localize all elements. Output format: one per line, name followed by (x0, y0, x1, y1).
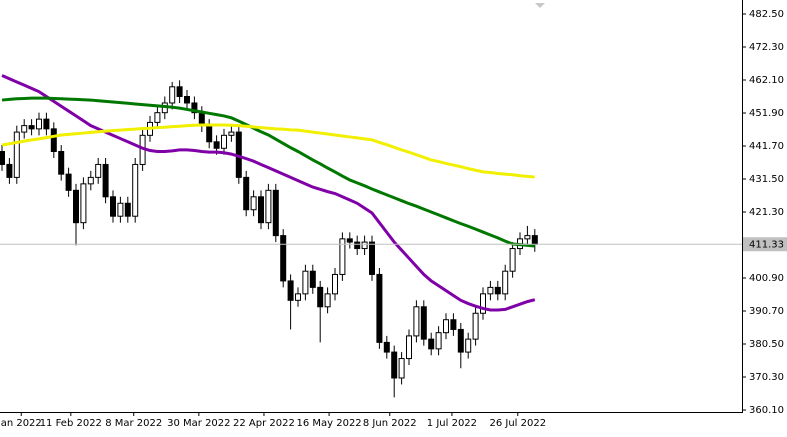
y-tick-label: 400.90 (749, 273, 784, 284)
candle-body (132, 163, 139, 217)
candle-body (332, 273, 338, 295)
y-tick-label: 390.70 (749, 306, 784, 317)
candle-body (502, 270, 509, 295)
candle-body (206, 125, 213, 143)
candle-body (21, 125, 28, 133)
candle-body (28, 125, 35, 130)
x-tick-label: 8 Jun 2022 (363, 418, 417, 429)
candle-body (176, 86, 183, 98)
candle-body (435, 332, 442, 350)
y-tick-label: 431.50 (749, 174, 784, 185)
candle-body (265, 189, 272, 224)
candle-body (117, 202, 124, 217)
candle-body (457, 328, 464, 353)
candle-body (110, 196, 116, 217)
candle-body (398, 358, 405, 379)
candle-body (295, 293, 301, 301)
candle-body (154, 112, 161, 123)
candle-body (280, 235, 287, 282)
candle-body (376, 273, 383, 343)
candle-body (383, 341, 390, 353)
candle-body (184, 96, 190, 104)
x-tick-label: 22 Apr 2022 (233, 418, 295, 429)
moving-average-line (1, 123, 535, 179)
x-tick-label: 8 Mar 2022 (105, 418, 162, 429)
x-tick-label: 30 Mar 2022 (167, 418, 230, 429)
moving-average-line (1, 74, 536, 312)
y-tick-label: 421.30 (749, 207, 784, 218)
candle-body (509, 248, 516, 272)
candle-body (361, 241, 368, 250)
candle-body (87, 176, 94, 185)
candle-body (191, 102, 198, 114)
candle-body (309, 270, 316, 288)
y-tick-label: 462.10 (749, 75, 784, 86)
candle-body (339, 238, 346, 275)
candle-body (524, 235, 531, 240)
candle-body (391, 351, 398, 379)
candle-body (406, 335, 412, 360)
candle-body (480, 293, 486, 314)
last-price-box (743, 237, 787, 252)
y-tick-label: 360.10 (749, 405, 784, 416)
candle-body (472, 312, 479, 340)
candle-body (0, 151, 5, 165)
candle-body (221, 134, 227, 149)
candle-body (6, 163, 13, 178)
candle-body (443, 319, 449, 334)
candle-body (531, 235, 538, 245)
y-tick-label: 482.50 (749, 9, 784, 20)
candle-body (102, 163, 109, 198)
candle-body (413, 306, 420, 337)
candle-body (487, 286, 494, 295)
y-tick-label: 380.50 (749, 339, 784, 350)
candle-body (465, 338, 472, 353)
x-tick-label: 11 Feb 2022 (40, 418, 102, 429)
candle-body (258, 196, 264, 224)
candle-body (213, 141, 220, 149)
y-tick-label: 451.90 (749, 108, 784, 119)
x-tick-label: an 2022 (1, 418, 42, 429)
candle-body (58, 151, 65, 175)
candle-body (317, 286, 324, 308)
shift-marker (535, 3, 545, 8)
candle-body (124, 202, 131, 217)
candle-body (95, 163, 102, 178)
y-tick-label: 370.30 (749, 372, 784, 383)
candle-body (369, 241, 375, 275)
x-tick-label: 1 Jul 2022 (427, 418, 477, 429)
candle-body (50, 128, 57, 153)
candle-body (302, 270, 309, 295)
candle-body (65, 173, 72, 191)
x-tick-label: 26 Jul 2022 (489, 418, 546, 429)
candle-body (250, 196, 257, 211)
candle-body (346, 238, 353, 243)
candle-body (36, 118, 42, 130)
last-price-label: 411.33 (749, 239, 784, 250)
candle-body (169, 86, 176, 104)
y-tick-label: 441.70 (749, 141, 784, 152)
candle-body (354, 241, 361, 250)
candle-body (80, 183, 87, 224)
y-tick-label: 472.30 (749, 42, 784, 53)
candle-body (43, 118, 50, 130)
candle-body (428, 338, 435, 350)
x-tick-label: 16 May 2022 (296, 418, 361, 429)
candle-body (13, 131, 20, 178)
candle-body (272, 189, 279, 237)
candle-body (324, 293, 331, 308)
candle-body (420, 306, 427, 340)
candle-body (73, 189, 79, 224)
candle-body (228, 131, 235, 136)
candle-body (287, 280, 294, 301)
candle-body (450, 319, 457, 330)
moving-average-line (1, 96, 535, 248)
candle-body (494, 286, 501, 295)
candle-body (243, 176, 250, 211)
